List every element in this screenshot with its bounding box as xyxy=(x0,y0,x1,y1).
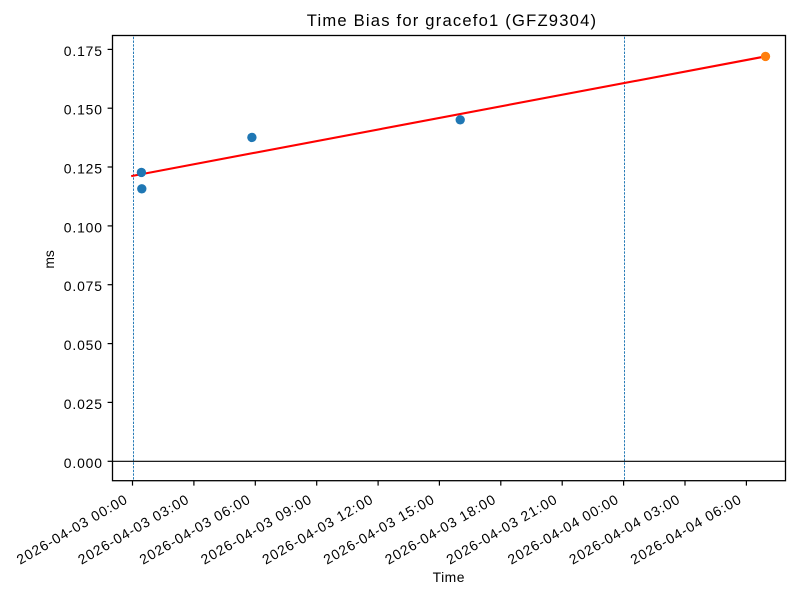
svg-text:Time Bias for gracefo1 (GFZ930: Time Bias for gracefo1 (GFZ9304) xyxy=(307,11,597,30)
svg-text:Time: Time xyxy=(433,569,465,585)
svg-text:0.175: 0.175 xyxy=(64,43,103,59)
svg-text:0.125: 0.125 xyxy=(64,161,103,177)
svg-text:0.150: 0.150 xyxy=(64,102,103,118)
svg-text:ms: ms xyxy=(41,250,57,269)
svg-text:0.075: 0.075 xyxy=(64,278,103,294)
svg-text:0.025: 0.025 xyxy=(64,396,103,412)
svg-text:0.000: 0.000 xyxy=(64,455,103,471)
svg-text:0.050: 0.050 xyxy=(64,337,103,353)
svg-text:0.100: 0.100 xyxy=(64,219,103,235)
